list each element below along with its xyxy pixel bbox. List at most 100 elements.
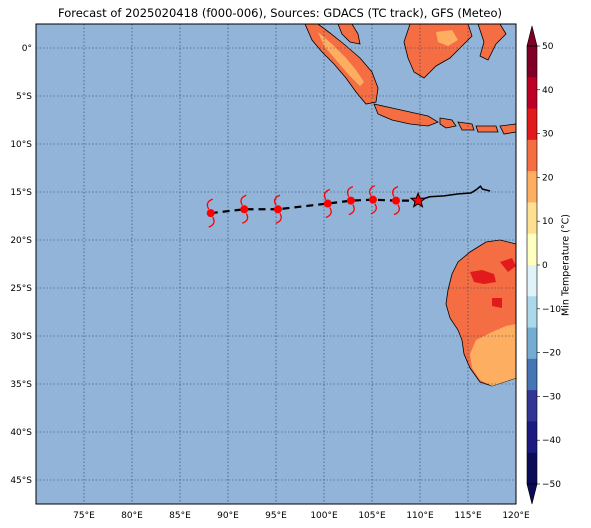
lon-tick-label: 80°E xyxy=(121,511,143,521)
lat-tick-label: 5°S xyxy=(16,92,32,102)
colorbar-tick-label: −30 xyxy=(542,392,561,402)
cyclone-arm-top xyxy=(323,188,331,200)
colorbar-tick-label: −50 xyxy=(542,480,561,490)
land-australia-south xyxy=(470,324,516,386)
ocean-background xyxy=(36,24,516,504)
lat-tick-label: 0° xyxy=(22,44,32,54)
cyclone-center xyxy=(240,205,249,214)
land-java xyxy=(373,103,439,127)
colorbar-segment xyxy=(527,421,537,454)
land-sumatra-inner xyxy=(318,32,364,86)
colorbar-segment xyxy=(527,46,537,78)
colorbar-segment xyxy=(527,452,537,485)
cyclone-arm-bottom xyxy=(242,212,249,224)
lat-tick-label: 15°S xyxy=(10,188,32,198)
colorbar-min-arrow xyxy=(526,483,538,505)
colorbar-ticks: 50 40 30 20 10 0 −10 −20 −30 −40 −50 xyxy=(537,42,561,490)
colorbar-segment xyxy=(527,327,537,360)
land-australia-hot2 xyxy=(492,298,502,308)
colorbar-tick-label: 10 xyxy=(542,217,554,227)
colorbar-tick-label: 20 xyxy=(542,173,554,183)
cyclone-arm-top xyxy=(273,194,281,206)
colorbar-tick-label: −40 xyxy=(542,436,561,446)
colorbar-label: Min Temperature (°C) xyxy=(560,214,572,316)
lat-tick-label: 45°S xyxy=(10,476,32,486)
colorbar-tick-label: 50 xyxy=(542,42,554,52)
colorbar-segment xyxy=(527,108,537,141)
lat-tick-label: 30°S xyxy=(10,332,32,342)
colorbar-tick-label: 30 xyxy=(542,130,554,140)
cyclone-arm-bottom xyxy=(275,212,282,224)
cyclone-track xyxy=(206,185,491,228)
cyclone-arm-top xyxy=(368,185,376,197)
land-borneo-inner xyxy=(436,30,458,46)
cyclone-center xyxy=(368,195,377,204)
lon-tick-label: 75°E xyxy=(73,511,95,521)
longitude-labels: 75°E 80°E 85°E 90°E 95°E 100°E 105°E 110°E 115°E… xyxy=(73,511,530,521)
lon-tick-label: 95°E xyxy=(265,511,287,521)
cyclone-arm-bottom xyxy=(208,216,215,228)
cyclone-arm-top xyxy=(240,194,247,206)
lat-tick-label: 20°S xyxy=(10,236,32,246)
land-australia-hot xyxy=(470,270,496,284)
lon-tick-label: 105°E xyxy=(358,511,386,521)
cyclone-center xyxy=(392,196,400,205)
cyclone-arm-bottom xyxy=(393,204,400,216)
colorbar-segment xyxy=(527,233,537,266)
colorbar-segment xyxy=(527,171,537,203)
colorbar-tick-label: 0 xyxy=(542,261,548,271)
cyclone-arm-bottom xyxy=(348,204,355,216)
plot-frame xyxy=(35,23,517,505)
cyclone-arm-bottom xyxy=(370,203,377,215)
colorbar-tick-label: −10 xyxy=(542,305,561,315)
graticule xyxy=(36,24,517,504)
current-position-star xyxy=(409,191,427,208)
colorbar-segment xyxy=(527,296,537,329)
lon-tick-label: 120°E xyxy=(502,511,530,521)
latitude-labels: 0° 5°S 10°S 15°S 20°S 25°S 30°S 35°S 40°S 45°S xyxy=(10,44,32,486)
land-bali-lombok xyxy=(439,117,457,129)
colorbar-max-arrow xyxy=(526,25,538,47)
cyclone-symbol xyxy=(206,198,215,228)
cyclone-symbol xyxy=(346,186,355,216)
colorbar-tick-label: 40 xyxy=(542,86,554,96)
lon-tick-label: 110°E xyxy=(406,511,434,521)
colorbar-segment xyxy=(527,358,537,391)
colorbar xyxy=(526,25,538,505)
colorbar-segment xyxy=(527,265,537,297)
cyclone-center xyxy=(273,205,282,214)
lon-tick-label: 85°E xyxy=(169,511,191,521)
past-track-line xyxy=(417,185,491,202)
lat-tick-label: 40°S xyxy=(10,428,32,438)
land-australia-hot3 xyxy=(500,258,516,272)
lat-tick-label: 25°S xyxy=(10,284,32,294)
cyclone-center xyxy=(206,209,215,218)
cyclone-symbol xyxy=(273,194,282,224)
lon-tick-label: 90°E xyxy=(217,511,239,521)
colorbar-segment xyxy=(527,202,537,235)
lon-tick-label: 100°E xyxy=(310,511,338,521)
cyclone-arm-top xyxy=(206,198,213,210)
colorbar-tick-label: −20 xyxy=(542,349,561,359)
cyclone-symbol xyxy=(240,194,249,224)
cyclone-arm-top xyxy=(392,186,399,197)
colorbar-segment xyxy=(527,77,537,110)
lat-tick-label: 35°S xyxy=(10,380,32,390)
land-masses xyxy=(304,23,517,387)
lon-tick-label: 115°E xyxy=(454,511,482,521)
land-flores xyxy=(475,125,499,133)
land-sulawesi xyxy=(477,23,507,61)
colorbar-segment xyxy=(527,139,537,172)
cyclone-center xyxy=(323,199,332,208)
cyclone-symbol xyxy=(368,185,377,215)
cyclone-symbol xyxy=(323,188,332,219)
cyclone-arm-bottom xyxy=(325,207,332,219)
cyclone-symbol xyxy=(392,186,400,216)
cyclone-arm-top xyxy=(346,186,354,197)
map-title: Forecast of 2025020418 (f000-006), Sourc… xyxy=(58,6,502,20)
colorbar-segment xyxy=(527,390,537,422)
land-sumbawa xyxy=(457,121,475,131)
lat-tick-label: 10°S xyxy=(10,140,32,150)
cyclone-center xyxy=(346,196,355,205)
